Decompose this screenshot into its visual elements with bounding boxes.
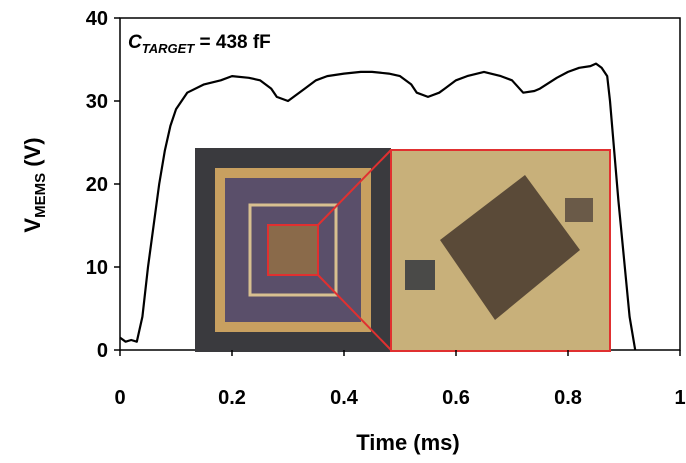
x-tick-label: 0 — [114, 387, 125, 409]
annotation: CTARGET = 438 fF — [128, 32, 271, 56]
y-label-main: V — [20, 218, 45, 233]
y-label-sub: MEMS — [32, 173, 49, 218]
y-tick-label: 0 — [97, 340, 108, 362]
x-tick-label: 1 — [674, 387, 685, 409]
y-label-rest: (V) — [20, 137, 45, 172]
y-tick-label: 20 — [86, 174, 108, 196]
x-axis-label: Time (ms) — [356, 430, 460, 455]
y-tick-label: 10 — [86, 257, 108, 279]
inset-photo — [195, 148, 610, 352]
annotation-main: C — [128, 32, 142, 53]
y-tick-label: 30 — [86, 91, 108, 113]
chart: CTARGET = 438 fF Time (ms) VMEMS (V) 010… — [0, 0, 686, 463]
y-tick-label: 40 — [86, 8, 108, 30]
y-axis-label: VMEMS (V) — [20, 137, 49, 232]
annotation-sub: TARGET — [142, 41, 196, 56]
x-tick-label: 0.2 — [218, 387, 246, 409]
annotation-rest: = 438 fF — [194, 32, 271, 53]
x-tick-label: 0.6 — [442, 387, 470, 409]
x-tick-label: 0.8 — [554, 387, 582, 409]
x-tick-label: 0.4 — [330, 387, 359, 409]
